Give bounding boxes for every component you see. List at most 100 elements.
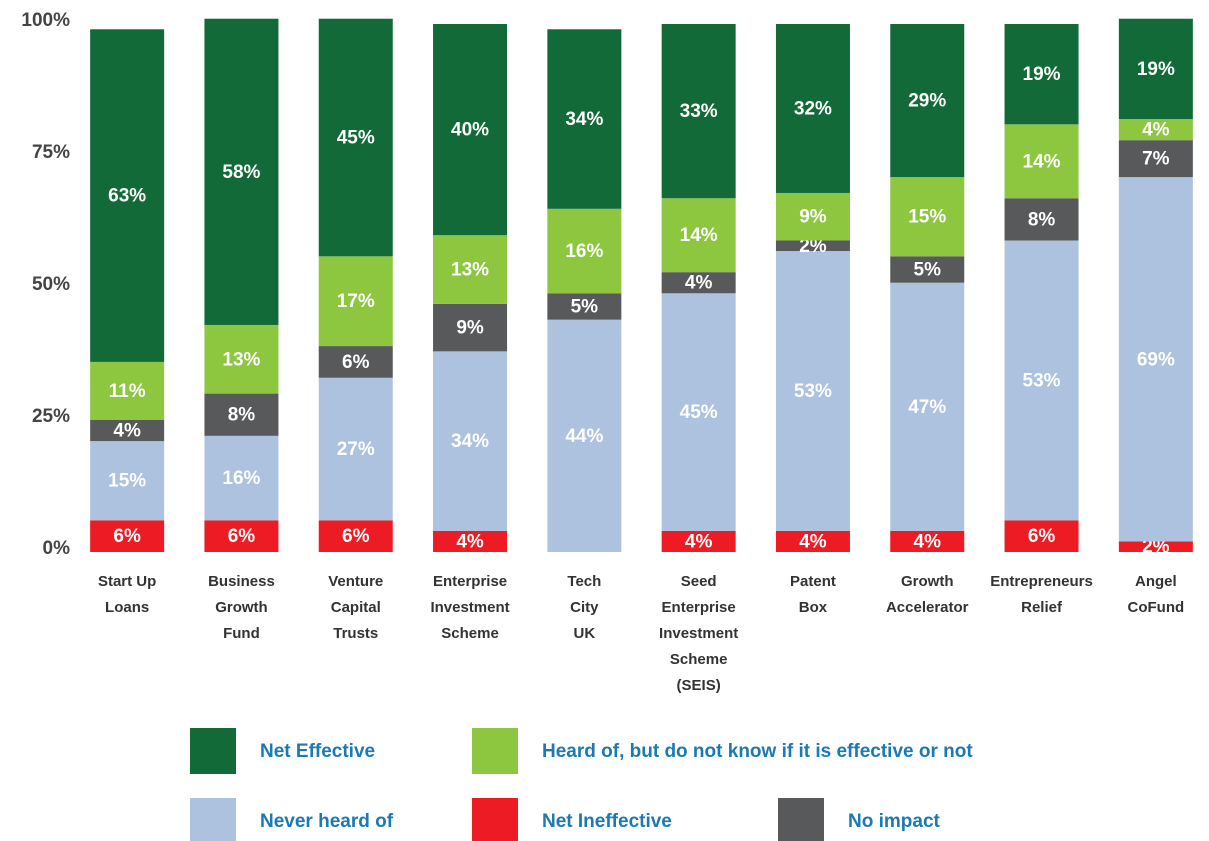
bar-segment bbox=[1004, 240, 1079, 521]
x-tick-label: Entrepreneurs Relief bbox=[990, 573, 1093, 616]
value-label: 13% bbox=[451, 260, 489, 281]
value-label: 4% bbox=[1142, 120, 1170, 141]
bar-segment bbox=[318, 18, 393, 257]
bar-segment bbox=[433, 530, 508, 552]
legend-swatch bbox=[778, 798, 824, 841]
value-label: 44% bbox=[565, 426, 603, 447]
value-label: 63% bbox=[108, 186, 146, 207]
bar-segment bbox=[204, 393, 279, 436]
bar-segment bbox=[1004, 124, 1079, 199]
bar-segment bbox=[1118, 18, 1193, 120]
value-label: 4% bbox=[456, 531, 484, 552]
value-label: 45% bbox=[337, 128, 375, 149]
value-label: 16% bbox=[222, 468, 260, 489]
value-label: 6% bbox=[342, 352, 370, 373]
bar-segment bbox=[90, 520, 165, 552]
value-label: 29% bbox=[908, 91, 946, 112]
y-tick-label: 0% bbox=[43, 538, 71, 559]
bar-segment bbox=[433, 351, 508, 531]
value-label: 13% bbox=[222, 349, 260, 370]
legend-swatch bbox=[190, 728, 236, 774]
bar-segment bbox=[890, 24, 965, 178]
bar-segment bbox=[204, 324, 279, 394]
value-label: 9% bbox=[799, 207, 827, 228]
bar-segment bbox=[90, 29, 165, 362]
value-label: 6% bbox=[228, 526, 256, 547]
value-label: 6% bbox=[113, 526, 141, 547]
bar-segment bbox=[547, 293, 622, 320]
bar-segment bbox=[547, 319, 622, 552]
bar-segment bbox=[90, 420, 165, 442]
legend-swatch bbox=[472, 798, 518, 841]
bar-segment bbox=[1004, 24, 1079, 125]
bar-segment bbox=[90, 361, 165, 420]
legend-swatch bbox=[190, 798, 236, 841]
bar-segment bbox=[661, 293, 736, 531]
x-tick-label: Patent Box bbox=[790, 573, 836, 616]
value-label: 4% bbox=[914, 531, 942, 552]
value-label: 32% bbox=[794, 98, 832, 119]
bar-segment bbox=[318, 520, 393, 552]
bar-segment bbox=[1118, 541, 1193, 552]
x-tick-label: Start Up Loans bbox=[98, 573, 156, 616]
bar-segment bbox=[1118, 119, 1193, 141]
value-label: 34% bbox=[451, 431, 489, 452]
bar-segment bbox=[547, 208, 622, 294]
x-tick-label: Venture Capital Trusts bbox=[328, 573, 383, 642]
bar-segment bbox=[890, 530, 965, 552]
value-label: 19% bbox=[1137, 59, 1175, 80]
bar-segment bbox=[433, 303, 508, 352]
bar-segment bbox=[204, 520, 279, 552]
legend-label: Net Ineffective bbox=[542, 811, 672, 832]
value-label: 34% bbox=[565, 109, 603, 130]
value-label: 9% bbox=[456, 318, 484, 339]
value-label: 2% bbox=[1142, 537, 1170, 558]
bar-segment bbox=[661, 198, 736, 273]
value-label: 17% bbox=[337, 291, 375, 312]
value-label: 58% bbox=[222, 162, 260, 183]
bar-segment bbox=[1118, 177, 1193, 542]
y-tick-label: 75% bbox=[32, 142, 70, 163]
bar-segment bbox=[890, 282, 965, 531]
value-label: 5% bbox=[914, 260, 942, 281]
bar-segment bbox=[775, 251, 850, 531]
value-label: 7% bbox=[1142, 149, 1170, 170]
x-tick-label: Growth Accelerator bbox=[886, 573, 969, 616]
x-tick-label: Seed Enterprise Investment Scheme (SEIS) bbox=[659, 573, 738, 694]
bar-segment bbox=[661, 530, 736, 552]
bar-segment bbox=[318, 346, 393, 378]
value-label: 6% bbox=[1028, 526, 1056, 547]
value-label: 11% bbox=[109, 381, 146, 402]
legend-label: No impact bbox=[848, 811, 941, 832]
value-label: 4% bbox=[113, 421, 141, 442]
value-label: 45% bbox=[680, 402, 718, 423]
value-label: 6% bbox=[342, 526, 370, 547]
bar-segment bbox=[204, 18, 279, 325]
bar-segment bbox=[1004, 198, 1079, 241]
bar-segment bbox=[318, 256, 393, 347]
bar-segment bbox=[1118, 140, 1193, 178]
bar-segment bbox=[890, 256, 965, 283]
value-label: 14% bbox=[1023, 151, 1061, 172]
bar-segment bbox=[890, 177, 965, 257]
bar-segment bbox=[661, 24, 736, 199]
bar-segment bbox=[433, 235, 508, 304]
value-label: 15% bbox=[908, 207, 946, 228]
value-label: 53% bbox=[794, 381, 832, 402]
x-tick-label: Angel CoFund bbox=[1128, 573, 1185, 616]
value-label: 27% bbox=[337, 439, 375, 460]
value-label: 8% bbox=[1028, 209, 1056, 230]
legend-label: Heard of, but do not know if it is effec… bbox=[542, 741, 973, 762]
value-label: 4% bbox=[799, 531, 827, 552]
value-label: 8% bbox=[228, 405, 256, 426]
x-tick-label: Enterprise Investment Scheme bbox=[430, 573, 509, 642]
value-label: 47% bbox=[908, 397, 946, 418]
bar-segment bbox=[433, 24, 508, 236]
legend-swatch bbox=[472, 728, 518, 774]
value-label: 16% bbox=[565, 241, 603, 262]
value-label: 53% bbox=[1023, 370, 1061, 391]
bar-segment bbox=[775, 240, 850, 252]
legend-label: Net Effective bbox=[260, 741, 375, 762]
bar-segment bbox=[204, 435, 279, 521]
